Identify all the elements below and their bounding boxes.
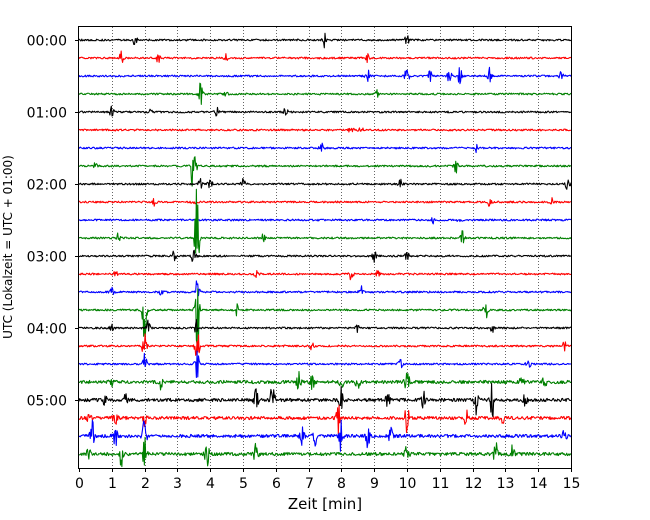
seismic-trace <box>78 177 572 190</box>
seismic-traces <box>78 32 572 468</box>
x-tick-label: 1 <box>108 476 117 492</box>
x-axis-ticks: 0 1 2 3 4 5 6 7 8 9 10 11 12 13 14 15 <box>75 468 580 492</box>
seismic-trace <box>78 105 572 117</box>
x-axis-label: Zeit [min] <box>288 495 362 513</box>
seismic-trace <box>78 142 572 154</box>
seismic-trace <box>78 436 572 468</box>
y-tick-label: 03:00 <box>27 250 67 266</box>
seismic-trace <box>78 82 572 105</box>
y-tick-label: 02:00 <box>27 178 67 194</box>
x-tick-label: 2 <box>141 476 150 492</box>
seismic-trace <box>78 370 572 391</box>
x-tick-label: 9 <box>370 476 379 492</box>
seismic-trace <box>78 288 572 345</box>
y-axis-ticks: 00:00 01:00 02:00 03:00 04:00 05:00 <box>27 34 79 410</box>
x-tick-label: 0 <box>75 476 84 492</box>
x-tick-label: 7 <box>305 476 314 492</box>
seismic-trace <box>78 350 572 378</box>
x-tick-label: 15 <box>563 476 581 492</box>
x-tick-label: 10 <box>399 476 417 492</box>
seismic-trace <box>78 269 572 281</box>
x-tick-label: 14 <box>530 476 548 492</box>
y-tick-label: 04:00 <box>27 322 67 338</box>
seismic-trace <box>78 318 572 333</box>
y-axis-label: UTC (Lokalzeit = UTC + 01:00) <box>1 155 15 339</box>
seismic-trace <box>78 127 572 133</box>
x-tick-label: 12 <box>465 476 483 492</box>
x-tick-label: 13 <box>497 476 515 492</box>
seismic-trace <box>78 217 572 225</box>
x-tick-label: 4 <box>206 476 215 492</box>
x-tick-label: 11 <box>432 476 450 492</box>
x-tick-label: 6 <box>272 476 281 492</box>
seismic-trace <box>78 50 572 64</box>
seismic-trace <box>78 383 572 418</box>
y-tick-label: 01:00 <box>27 106 67 122</box>
seismic-trace <box>78 197 572 207</box>
x-tick-label: 8 <box>337 476 346 492</box>
seismic-trace <box>78 249 572 263</box>
seismic-trace <box>78 32 572 49</box>
seismic-trace <box>78 404 572 436</box>
plot-frame <box>78 26 572 469</box>
y-tick-label: 05:00 <box>27 394 67 410</box>
y-tick-label: 00:00 <box>27 34 67 50</box>
x-tick-label: 5 <box>239 476 248 492</box>
seismic-trace <box>78 333 572 356</box>
seismic-trace <box>78 66 572 85</box>
seismic-trace <box>78 156 572 187</box>
x-tick-label: 3 <box>173 476 182 492</box>
seismic-trace <box>78 280 572 297</box>
seismic-trace <box>78 188 572 254</box>
seismic-trace <box>78 419 572 452</box>
